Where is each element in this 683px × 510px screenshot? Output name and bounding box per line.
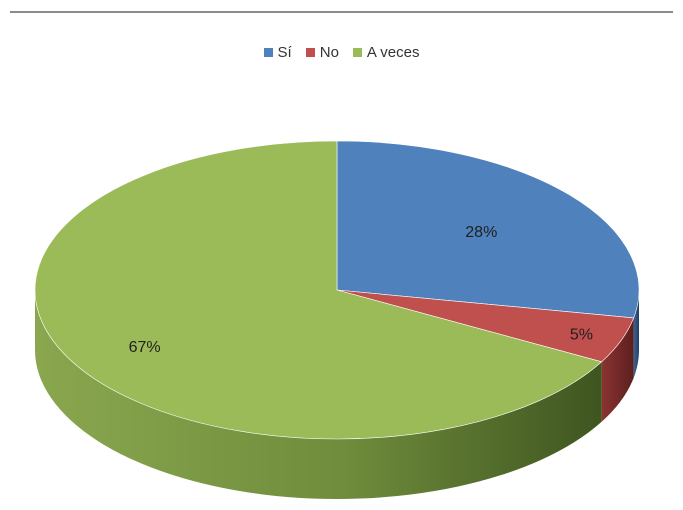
legend-item-si: Sí — [263, 44, 292, 61]
legend-item-a-veces: A veces — [352, 44, 420, 61]
legend-label-a-veces: A veces — [366, 44, 420, 61]
chart-legend: Sí No A veces — [0, 44, 683, 61]
pie-tops — [34, 140, 640, 440]
pie-slice-a-veces — [34, 140, 603, 440]
pie-labels: 28% 5% 67% — [129, 224, 593, 356]
pie-side-si — [633, 290, 639, 378]
legend-swatch-no — [305, 48, 315, 57]
pie-slice-si — [336, 140, 640, 319]
legend-item-no: No — [305, 44, 339, 61]
legend-label-no: No — [319, 44, 339, 61]
data-label-no: 5% — [570, 326, 593, 343]
top-divider — [10, 11, 673, 13]
pie-side-no — [601, 317, 634, 422]
pie-sides — [35, 290, 639, 499]
legend-swatch-si — [263, 48, 273, 57]
data-label-si: 28% — [465, 224, 497, 241]
legend-label-si: Sí — [277, 44, 292, 61]
data-label-a-veces: 67% — [129, 339, 161, 356]
legend-swatch-a-veces — [352, 48, 362, 57]
pie-side-a-veces — [35, 290, 602, 499]
